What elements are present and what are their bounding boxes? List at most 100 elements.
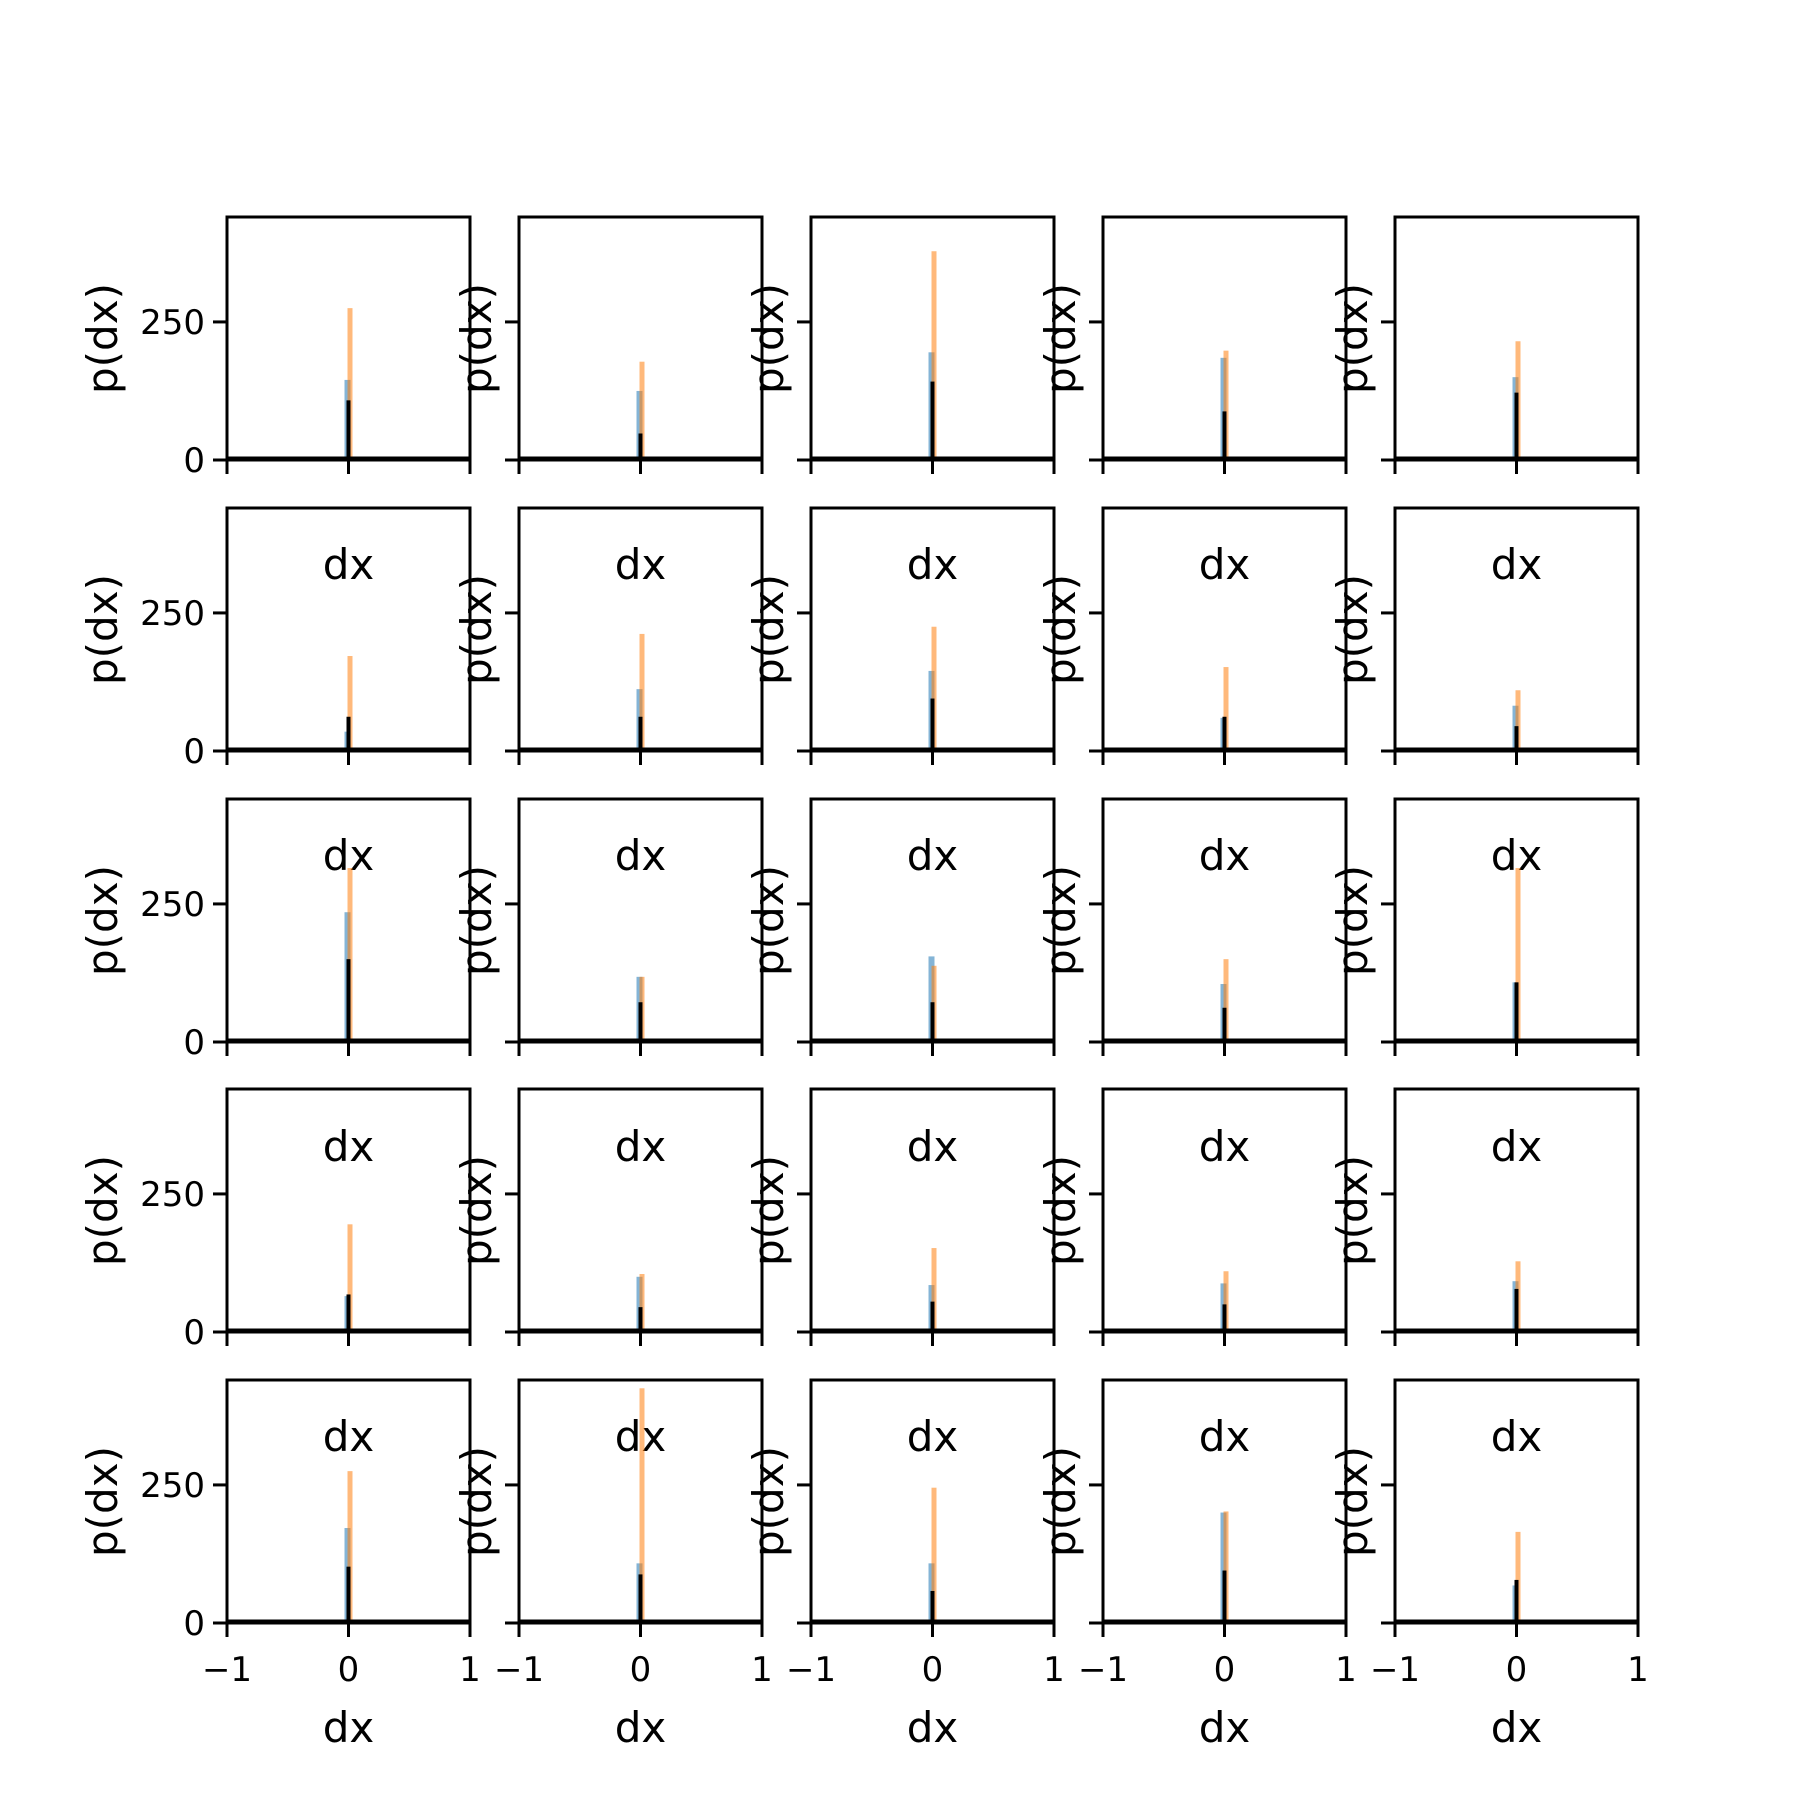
axes-frame (809, 797, 1056, 1044)
y-tick-label: 0 (183, 1023, 205, 1063)
axes-frame (517, 797, 764, 1044)
y-axis-label: p(dx) (452, 283, 501, 394)
axes-frame (1393, 797, 1640, 1044)
bar-series-b (639, 1274, 645, 1332)
bar-series-b (1223, 1511, 1229, 1623)
panel-20: dx p(dx) (1328, 1087, 1640, 1461)
panel-11: 0 250 dx p(dx) (78, 797, 472, 1171)
panel-1: 0 250 dx p(dx) (78, 215, 472, 589)
bar-series-c (1514, 1579, 1519, 1623)
x-tick-label: 0 (630, 1650, 652, 1690)
y-axis-label: p(dx) (1036, 865, 1085, 976)
bar-series-c (1514, 982, 1519, 1042)
bar-series-c (930, 1301, 935, 1332)
x-axis-label: dx (323, 1703, 375, 1752)
axes-frame (1101, 215, 1348, 462)
panel-12: dx p(dx) (452, 797, 764, 1171)
axes-frame (517, 1378, 764, 1625)
y-tick-label: 0 (183, 732, 205, 772)
panel-3: dx p(dx) (744, 215, 1056, 589)
panel-14: dx p(dx) (1036, 797, 1348, 1171)
bar-series-b (931, 626, 937, 751)
x-axis-label: dx (615, 540, 667, 589)
axes-frame (1393, 1087, 1640, 1334)
bar-series-b (347, 868, 353, 1042)
bar-series-c (346, 400, 351, 460)
y-axis-label: p(dx) (744, 865, 793, 976)
panel-8: dx p(dx) (744, 506, 1056, 880)
bar-series-c (1222, 1007, 1227, 1042)
bar-series-b (347, 1471, 353, 1623)
y-axis-label: p(dx) (1328, 283, 1377, 394)
panel-25: −1 0 1 dx p(dx) (1328, 1378, 1649, 1752)
axes-frame (225, 506, 472, 753)
bar-series-c (930, 1002, 935, 1042)
x-axis-label: dx (1491, 1703, 1543, 1752)
x-axis-label: dx (907, 540, 959, 589)
y-tick-label: 250 (140, 1175, 205, 1215)
panel-4: dx p(dx) (1036, 215, 1348, 589)
x-tick-label: 0 (338, 1650, 360, 1690)
panel-23: −1 0 1 dx p(dx) (744, 1378, 1065, 1752)
panel-18: dx p(dx) (744, 1087, 1056, 1461)
axes-frame (517, 506, 764, 753)
bar-series-c (638, 1002, 643, 1042)
x-tick-label: 0 (1506, 1650, 1528, 1690)
y-tick-label: 0 (183, 441, 205, 481)
y-tick-label: 250 (140, 885, 205, 925)
y-tick-label: 250 (140, 1466, 205, 1506)
x-axis-label: dx (1199, 1122, 1251, 1171)
axes-frame (809, 1378, 1056, 1625)
bar-series-c (638, 433, 643, 460)
bar-series-c (1222, 1304, 1227, 1332)
bar-series-b (347, 308, 353, 460)
y-axis-label: p(dx) (452, 865, 501, 976)
y-axis-label: p(dx) (744, 283, 793, 394)
x-tick-label: 1 (1335, 1650, 1357, 1690)
axes-frame (225, 215, 472, 462)
y-axis-label: p(dx) (1328, 865, 1377, 976)
y-axis-label: p(dx) (1328, 1155, 1377, 1266)
bar-series-c (930, 698, 935, 751)
x-tick-label: −1 (202, 1650, 252, 1690)
y-tick-label: 0 (183, 1604, 205, 1644)
bar-series-b (1515, 1531, 1521, 1623)
panel-7: dx p(dx) (452, 506, 764, 880)
bar-series-c (346, 716, 351, 751)
bar-series-b (931, 1487, 937, 1623)
bar-series-c (346, 959, 351, 1042)
panel-9: dx p(dx) (1036, 506, 1348, 880)
bar-series-c (1222, 716, 1227, 751)
axes-frame (809, 215, 1056, 462)
y-tick-label: 250 (140, 303, 205, 343)
panel-2: dx p(dx) (452, 215, 764, 589)
axes-frame (1101, 797, 1348, 1044)
panel-24: −1 0 1 dx p(dx) (1036, 1378, 1357, 1752)
y-axis-label: p(dx) (78, 865, 127, 976)
x-axis-label: dx (1199, 1703, 1251, 1752)
axes-frame (517, 215, 764, 462)
x-axis-label: dx (907, 1122, 959, 1171)
y-axis-label: p(dx) (1036, 1155, 1085, 1266)
axes-frame (1393, 506, 1640, 753)
bar-series-b (1515, 868, 1521, 1042)
bar-series-c (1514, 726, 1519, 751)
y-axis-label: p(dx) (78, 283, 127, 394)
x-axis-label: dx (323, 1412, 375, 1461)
y-axis-label: p(dx) (78, 1155, 127, 1266)
x-tick-label: 1 (751, 1650, 773, 1690)
bar-series-c (638, 1307, 643, 1332)
panel-13: dx p(dx) (744, 797, 1056, 1171)
axes-frame (1101, 1087, 1348, 1334)
x-axis-label: dx (907, 1412, 959, 1461)
x-tick-label: −1 (494, 1650, 544, 1690)
bar-series-b (347, 656, 353, 751)
x-tick-label: 1 (459, 1650, 481, 1690)
y-axis-label: p(dx) (744, 1446, 793, 1557)
x-tick-label: −1 (786, 1650, 836, 1690)
bar-series-b (639, 361, 645, 460)
y-axis-label: p(dx) (452, 1446, 501, 1557)
axes-frame (809, 506, 1056, 753)
y-axis-label: p(dx) (744, 1155, 793, 1266)
